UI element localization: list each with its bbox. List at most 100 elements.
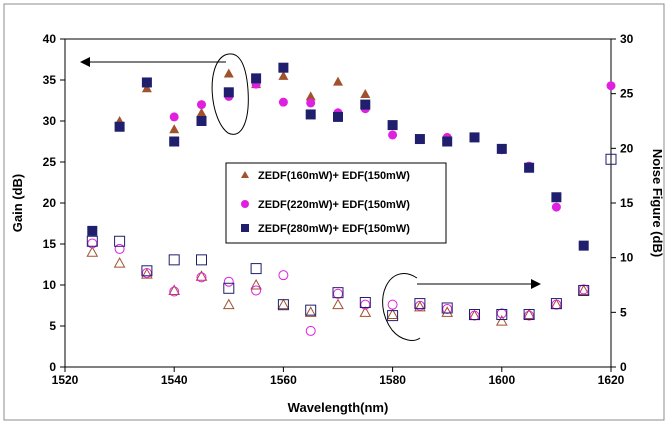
- nf-point-square: [550, 298, 562, 310]
- nf-point-triangle: [113, 257, 126, 268]
- nf-point-square: [141, 265, 153, 277]
- nf-point-triangle: [441, 306, 454, 317]
- gain-point-square: [387, 120, 398, 131]
- gain-point-triangle: [333, 76, 343, 86]
- nf-point-triangle: [577, 284, 590, 295]
- gain-point-square: [469, 132, 480, 143]
- gain-point-square: [360, 99, 371, 110]
- x-tick-label: 1540: [161, 373, 188, 387]
- nf-point-square: [223, 282, 235, 294]
- gain-point-square: [114, 121, 125, 132]
- legend-marker-circle: [241, 200, 249, 208]
- nf-point-triangle: [523, 308, 535, 320]
- legend-label-280: ZEDF(280mW)+ EDF(150mW): [258, 223, 410, 235]
- y2-tick-label: 25: [620, 87, 634, 101]
- gain-point-triangle: [141, 83, 152, 93]
- y2-tick-label: 10: [620, 251, 634, 265]
- y-tick-label: 10: [43, 278, 57, 292]
- y2-tick-label: 0: [620, 360, 627, 374]
- nf-point-triangle: [168, 284, 181, 295]
- nf-point-circle: [169, 286, 180, 297]
- gain-point-square: [442, 136, 453, 147]
- nf-point-square: [469, 309, 480, 321]
- y2-tick-label: 5: [620, 305, 627, 319]
- gain-point-square: [251, 73, 262, 84]
- y2-tick-label: 20: [620, 141, 634, 155]
- y-tick-label: 5: [49, 319, 56, 333]
- annotations: [80, 53, 541, 341]
- nf-point-square: [305, 304, 317, 316]
- gain-point-circle: [306, 98, 316, 108]
- nf-point-square: [168, 254, 180, 266]
- gain-point-circle: [169, 112, 179, 122]
- x-tick-label: 1560: [270, 373, 297, 387]
- y-tick-label: 30: [43, 114, 57, 128]
- nf-point-triangle: [386, 308, 399, 320]
- gain-axis-indicator-oval: [211, 53, 249, 135]
- y-tick-label: 35: [43, 73, 57, 87]
- gain-point-circle: [551, 202, 561, 212]
- nf-point-square: [387, 310, 399, 322]
- gain-point-square: [551, 192, 562, 203]
- gain-point-square: [496, 143, 507, 154]
- legend-marker-triangle: [241, 171, 249, 178]
- y2-tick-label: 15: [620, 196, 634, 210]
- y2-tick-label: 30: [620, 32, 634, 46]
- nf-point-circle: [223, 276, 234, 287]
- y-tick-label: 25: [43, 155, 57, 169]
- nf-axis-arrowhead: [531, 279, 541, 289]
- gain-point-square: [278, 62, 289, 73]
- y-tick-label: 0: [49, 360, 56, 374]
- nf-point-square: [496, 309, 508, 321]
- nf-point-circle: [387, 299, 398, 310]
- nf-point-circle: [196, 272, 207, 283]
- gain-point-square: [414, 134, 425, 145]
- data-marks: [86, 62, 617, 336]
- gain-point-square: [524, 162, 535, 173]
- x-tick-label: 1600: [488, 373, 515, 387]
- gain-point-triangle: [196, 107, 207, 117]
- legend-box: [225, 162, 447, 244]
- y-tick-label: 15: [43, 237, 57, 251]
- x-axis-title: Wavelength(nm): [288, 400, 389, 415]
- nf-point-square: [523, 309, 535, 321]
- nf-point-triangle: [250, 278, 262, 290]
- y-axis-title: Gain (dB): [10, 174, 25, 233]
- nf-point-square: [414, 298, 426, 310]
- nf-point-triangle: [141, 268, 153, 279]
- nf-point-square: [114, 235, 126, 247]
- chart-area-border: [3, 3, 665, 421]
- nf-point-triangle: [414, 300, 426, 312]
- y-tick-label: 40: [43, 32, 57, 46]
- gain-axis-arrowhead: [80, 57, 90, 67]
- nf-point-circle: [114, 243, 125, 254]
- gain-point-triangle: [278, 70, 289, 80]
- gain-point-square: [169, 136, 180, 147]
- gain-point-circle: [388, 130, 398, 140]
- legend-label-160: ZEDF(160mW)+ EDF(150mW): [258, 170, 410, 182]
- gain-point-circle: [197, 100, 206, 110]
- nf-point-circle: [305, 325, 316, 336]
- nf-axis-indicator-arc: [382, 273, 421, 341]
- nf-point-square: [332, 287, 344, 299]
- gain-point-circle: [606, 81, 616, 91]
- nf-point-square: [359, 296, 371, 308]
- x-tick-label: 1620: [598, 373, 625, 387]
- legend-marker-square: [241, 224, 249, 232]
- legend-label-220: ZEDF(220mW)+ EDF(150mW): [258, 199, 410, 211]
- x-tick-label: 1520: [52, 373, 79, 387]
- gain-point-square: [87, 225, 98, 236]
- nf-point-triangle: [332, 298, 344, 310]
- legend: ZEDF(160mW)+ EDF(150mW) ZEDF(220mW)+ EDF…: [225, 162, 447, 244]
- gain-point-square: [223, 87, 234, 98]
- nf-point-triangle: [222, 298, 235, 310]
- y-tick-label: 20: [43, 196, 57, 210]
- nf-point-circle: [278, 270, 289, 281]
- gain-point-square: [333, 111, 343, 122]
- nf-point-square: [605, 153, 617, 165]
- nf-point-triangle: [495, 315, 508, 326]
- y2-axis-title: Noise Figure (dB): [650, 149, 665, 257]
- nf-point-triangle: [195, 270, 208, 281]
- gain-point-triangle: [169, 124, 180, 134]
